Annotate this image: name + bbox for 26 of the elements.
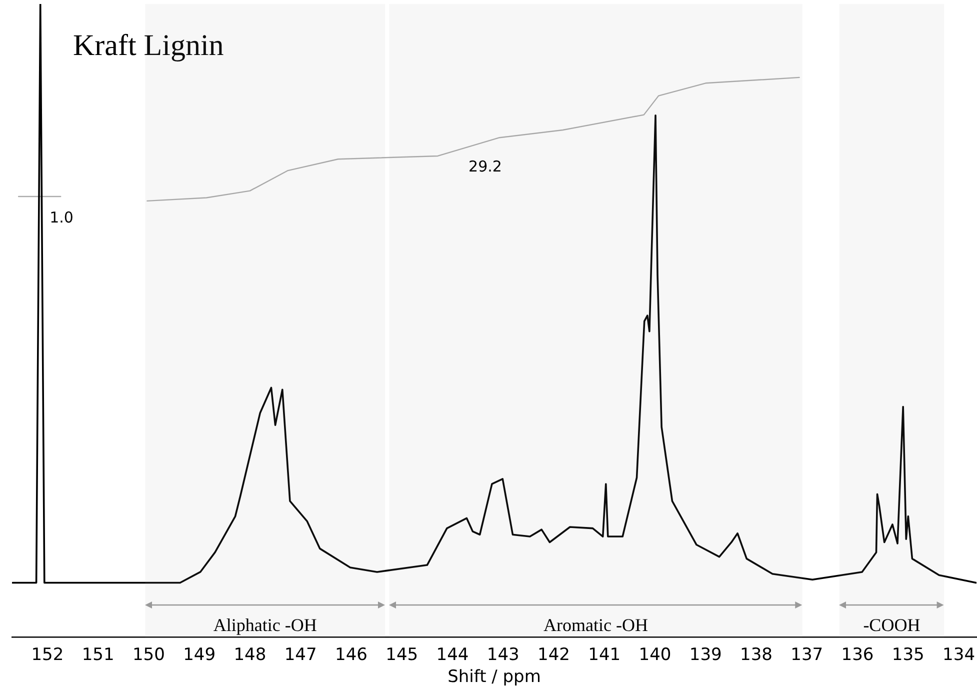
x-tick-label: 146 [334,644,368,665]
x-tick-label: 136 [841,644,874,665]
x-tick-label: 137 [790,644,824,665]
band-label: -COOH [863,615,920,636]
x-tick-label: 142 [538,644,570,665]
x-tick-label: 152 [31,644,64,665]
x-tick-label: 144 [436,644,469,665]
x-tick-label: 140 [638,644,672,665]
x-tick-label: 150 [132,644,165,665]
x-tick-label: 139 [689,644,722,665]
x-tick-label: 149 [183,644,216,665]
x-axis-title: Shift / ppm [448,667,541,688]
text: Kraft Lignin [73,29,224,62]
x-tick-label: 138 [740,644,772,665]
x-tick-label: 143 [486,644,520,665]
band-label: Aliphatic -OH [213,615,317,636]
x-tick-label: 135 [892,644,924,665]
annotation: 1.0 [50,208,74,226]
x-tick-label: 151 [82,644,114,665]
band-label: Aromatic -OH [544,615,648,636]
x-tick-label: 134 [942,644,976,665]
x-tick-label: 148 [234,644,266,665]
x-tick-label: 145 [386,644,418,665]
x-tick-label: 147 [284,644,317,665]
x-tick-label: 141 [588,644,621,665]
annotation: 29.2 [468,157,502,176]
